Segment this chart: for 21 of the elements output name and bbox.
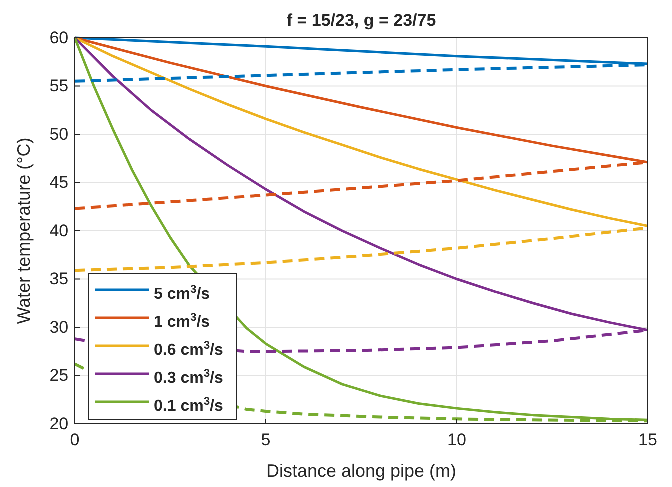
x-tick-label: 5 <box>261 430 271 450</box>
chart-title: f = 15/23, g = 23/75 <box>286 11 436 30</box>
y-tick-label: 55 <box>50 76 69 96</box>
legend-label: 5 cm$^{3}$/s <box>154 284 210 303</box>
legend-label: 0.3 cm$^{3}$/s <box>154 368 224 387</box>
legend-label: 0.1 cm$^{3}$/s <box>154 396 224 415</box>
y-tick-label: 40 <box>50 221 69 240</box>
x-axis-title: Distance along pipe (m) <box>266 461 457 481</box>
y-tick-label: 35 <box>50 270 69 289</box>
x-tick-label: 10 <box>448 430 466 450</box>
y-tick-label: 50 <box>50 124 69 144</box>
y-tick-label: 20 <box>50 414 69 434</box>
legend-label: 0.6 cm$^{3}$/s <box>154 340 224 359</box>
y-tick-label: 25 <box>50 366 69 386</box>
legend-label: 1 cm$^{3}$/s <box>154 312 210 331</box>
x-tick-label: 15 <box>638 430 658 450</box>
y-axis-title: Water temperature (°C) <box>14 138 34 324</box>
y-tick-label: 45 <box>50 173 69 192</box>
y-tick-label: 60 <box>50 28 69 48</box>
y-tick-label: 30 <box>50 318 69 337</box>
x-tick-label: 0 <box>70 430 80 450</box>
